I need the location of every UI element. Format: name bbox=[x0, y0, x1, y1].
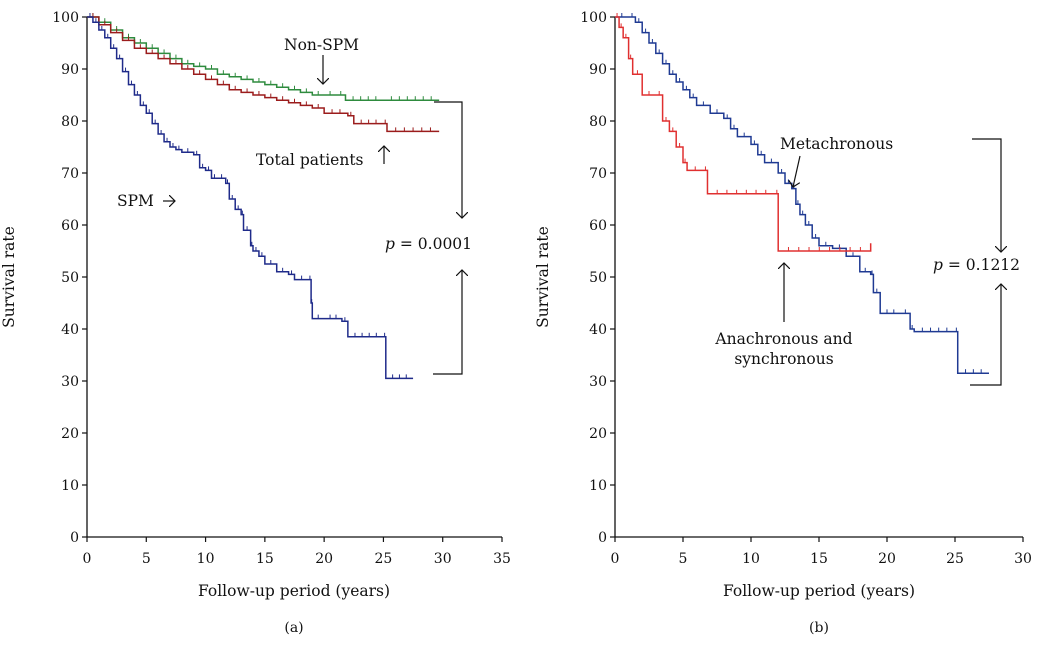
y-tick-label: 0 bbox=[598, 530, 607, 546]
series-line-total-patients bbox=[87, 16, 440, 133]
p-value-label: p = 0.1212 bbox=[933, 256, 1020, 274]
series-line-spm bbox=[87, 16, 414, 380]
x-tick-label: 15 bbox=[810, 551, 828, 567]
y-tick-label: 40 bbox=[61, 322, 79, 338]
y-tick-label: 100 bbox=[52, 10, 79, 26]
y-tick-label: 30 bbox=[61, 374, 79, 390]
x-tick-label: 25 bbox=[946, 551, 964, 567]
series-label-metachronous: Metachronous bbox=[780, 135, 893, 153]
y-tick-label: 100 bbox=[580, 10, 607, 26]
y-tick-label: 60 bbox=[589, 218, 607, 234]
bracket-bottom bbox=[433, 270, 462, 375]
x-tick-label: 5 bbox=[142, 551, 151, 567]
series-line-anachronous-and-synchronous bbox=[615, 16, 872, 252]
p-value-label: p = 0.0001 bbox=[385, 235, 472, 253]
y-axis-label: Survival rate bbox=[0, 226, 18, 328]
y-tick-label: 70 bbox=[589, 166, 607, 182]
series-label-spm: SPM bbox=[117, 192, 154, 210]
x-tick-label: 5 bbox=[679, 551, 688, 567]
y-tick-label: 20 bbox=[589, 426, 607, 442]
series-label-total-patients: Total patients bbox=[256, 151, 364, 169]
y-tick-label: 10 bbox=[61, 478, 79, 494]
panel-b: 0 10 20 30 40 50 60 70 80 90 100 0 5 10 15 20 25 30 Surv… bbox=[534, 10, 1032, 636]
bracket-top bbox=[434, 101, 462, 218]
x-tick-label: 10 bbox=[742, 551, 760, 567]
y-tick-label: 50 bbox=[589, 270, 607, 286]
y-tick-label: 20 bbox=[61, 426, 79, 442]
bracket-top bbox=[972, 138, 1001, 252]
x-tick-label: 35 bbox=[493, 551, 511, 567]
y-tick-label: 50 bbox=[61, 270, 79, 286]
y-tick-label: 40 bbox=[589, 322, 607, 338]
x-tick-label: 20 bbox=[315, 551, 333, 567]
x-axis-label: Follow-up period (years) bbox=[198, 582, 390, 600]
series-label-non-spm: Non-SPM bbox=[284, 36, 359, 54]
y-axis-label: Survival rate bbox=[534, 226, 552, 328]
y-tick-label: 90 bbox=[61, 62, 79, 78]
x-tick-label: 30 bbox=[434, 551, 452, 567]
panel-a: 0 10 20 30 40 50 60 70 80 90 100 0 5 10 15 20 25 30 35 Su… bbox=[0, 10, 511, 636]
x-axis-label: Follow-up period (years) bbox=[723, 582, 915, 600]
x-tick-label: 15 bbox=[256, 551, 274, 567]
x-tick-label: 0 bbox=[611, 551, 620, 567]
y-tick-label: 70 bbox=[61, 166, 79, 182]
series-line-non-spm bbox=[87, 16, 440, 101]
arrow-metachronous bbox=[793, 155, 801, 187]
series-line-metachronous bbox=[615, 16, 989, 374]
y-tick-label: 80 bbox=[61, 114, 79, 130]
y-tick-label: 80 bbox=[589, 114, 607, 130]
y-tick-label: 10 bbox=[589, 478, 607, 494]
x-tick-label: 30 bbox=[1014, 551, 1032, 567]
x-tick-label: 20 bbox=[878, 551, 896, 567]
y-tick-label: 30 bbox=[589, 374, 607, 390]
series-label-anachronous-line1: Anachronous and bbox=[714, 330, 852, 348]
bracket-bottom bbox=[970, 284, 1001, 386]
panel-caption: (a) bbox=[284, 620, 303, 636]
x-tick-label: 25 bbox=[375, 551, 393, 567]
y-tick-label: 60 bbox=[61, 218, 79, 234]
y-tick-label: 0 bbox=[70, 530, 79, 546]
series-label-anachronous-line2: synchronous bbox=[734, 350, 833, 368]
y-tick-label: 90 bbox=[589, 62, 607, 78]
panel-caption: (b) bbox=[809, 620, 829, 636]
x-tick-label: 10 bbox=[197, 551, 215, 567]
x-tick-label: 0 bbox=[83, 551, 92, 567]
